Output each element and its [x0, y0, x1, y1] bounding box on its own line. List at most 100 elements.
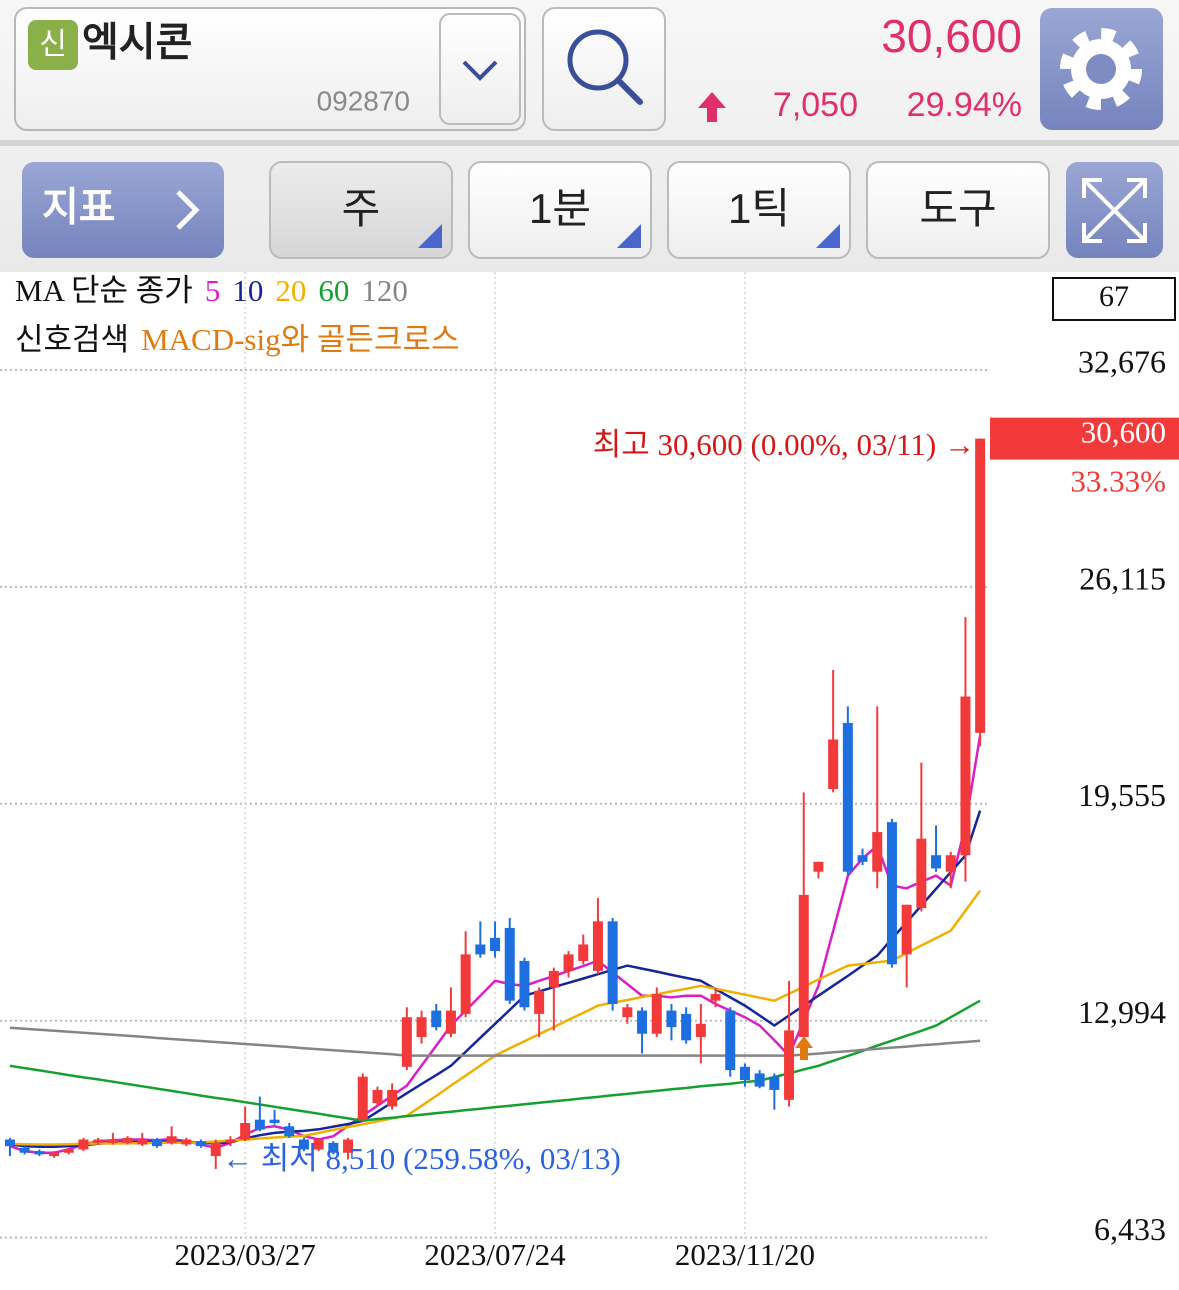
candle-body — [548, 970, 559, 988]
toolbar-button-label: 1틱 — [728, 185, 790, 232]
candle-body — [592, 921, 603, 971]
candle-body — [284, 1126, 295, 1137]
candle-body — [886, 822, 897, 965]
candle-body — [78, 1139, 89, 1150]
ma-line — [9, 999, 981, 1122]
stock-box[interactable] — [14, 7, 526, 131]
candle-body — [4, 1139, 15, 1147]
candle-body — [916, 838, 927, 909]
dropdown-triangle — [617, 224, 641, 248]
candle-body — [357, 1076, 368, 1120]
y-tick-label: 32,676 — [1078, 343, 1166, 379]
signal-legend: 신호검색 MACD-sig와 골든크로스 — [15, 322, 459, 357]
candle-body — [210, 1142, 221, 1157]
legend-entry: 10 — [232, 273, 263, 308]
candle-body — [960, 696, 971, 856]
candle-body — [343, 1139, 354, 1153]
candle-body — [225, 1139, 236, 1143]
toolbar-button[interactable] — [269, 161, 453, 259]
candle-body — [622, 1007, 633, 1018]
ma-label: MA 단순 종가 — [15, 273, 193, 308]
candle-body — [181, 1139, 192, 1145]
candle-body — [681, 1013, 692, 1041]
change-rate: 29.94% — [907, 86, 1022, 124]
candle-body — [269, 1119, 280, 1123]
low-annotation: ← 최저 8,510 (259.58%, 03/13) — [222, 1141, 621, 1176]
candle-body — [813, 861, 824, 872]
candle-body — [710, 994, 721, 1001]
candle-body — [607, 921, 618, 1004]
candle-body — [416, 1017, 427, 1038]
plot: 32,676 26,115 19,555 12,994 6,433 2023/03/27 2… — [0, 272, 1166, 1272]
candle-body — [445, 1010, 456, 1034]
last-price-label: 30,600 — [1081, 415, 1166, 450]
toolbar-button[interactable] — [667, 161, 851, 259]
signal-arrow — [795, 1036, 813, 1060]
toolbar-button[interactable] — [468, 161, 652, 259]
dropdown-triangle — [418, 224, 442, 248]
chevron-icon — [462, 60, 498, 81]
y-tick-label: 12,994 — [1078, 994, 1166, 1030]
ma-legend: MA 단순 종가 5 10 20 60 120 — [15, 273, 408, 308]
candle-body — [872, 832, 883, 872]
toolbar-button[interactable] — [866, 161, 1050, 259]
candle-body — [901, 904, 912, 955]
expand-icon — [1082, 178, 1147, 243]
x-tick-label: 2023/03/27 — [175, 1237, 316, 1272]
up-arrow-icon — [698, 92, 726, 122]
candle-body — [298, 1139, 309, 1150]
legend-entry: 120 — [361, 273, 408, 308]
badge — [28, 20, 78, 70]
y-tick-label: 26,115 — [1079, 560, 1166, 596]
candle-body — [313, 1139, 324, 1150]
stock-code: 092870 — [317, 85, 410, 116]
candle-body — [828, 739, 839, 790]
candle-body — [519, 960, 530, 1008]
legend-entry: 20 — [275, 273, 306, 308]
candle-body — [63, 1149, 74, 1153]
candle-body — [739, 1066, 750, 1081]
candle-body — [798, 894, 809, 1038]
toolbar-button-label: 주 — [342, 185, 381, 232]
candle-body — [945, 855, 956, 872]
separator — [0, 140, 1179, 146]
candle-body — [769, 1076, 780, 1090]
count-box[interactable] — [1052, 277, 1176, 321]
search-button[interactable] — [542, 7, 666, 131]
x-tick-label: 2023/07/24 — [424, 1237, 566, 1272]
candle-body — [122, 1137, 133, 1143]
candle-body — [166, 1136, 177, 1143]
last-price-marker — [990, 417, 1179, 460]
visible-count: 67 — [1099, 280, 1129, 313]
ma-line — [9, 1026, 981, 1057]
high-annotation: 최고 30,600 (0.00%, 03/11) → — [593, 427, 975, 462]
dropdown-button[interactable] — [439, 13, 521, 125]
toolbar-button-label: 1분 — [529, 185, 591, 232]
candle-body — [254, 1119, 265, 1130]
candle-body — [328, 1142, 339, 1153]
candle-body — [578, 944, 589, 961]
candle-body — [490, 937, 501, 952]
candle-body — [534, 990, 545, 1014]
indicator-label: 지표 — [42, 186, 116, 230]
candle-body — [637, 1010, 648, 1034]
candle-body — [151, 1139, 162, 1147]
indicator-chevron — [176, 190, 200, 230]
legend-entry: 5 — [205, 273, 221, 308]
indicator-button[interactable] — [22, 162, 224, 258]
candle-body — [666, 1010, 677, 1028]
candle-body — [34, 1151, 45, 1155]
candle-body — [401, 1017, 412, 1067]
last-change-label: 33.33% — [1070, 464, 1166, 499]
candle-body — [651, 994, 662, 1034]
candle-body — [695, 1023, 706, 1038]
search-icon — [567, 29, 629, 91]
signal-name: MACD-sig와 골든크로스 — [141, 322, 459, 357]
candle-body — [975, 438, 986, 733]
dropdown-triangle — [816, 224, 840, 248]
candle-body — [93, 1139, 104, 1143]
toolbar-buttons: 주 1분 1틱 도구 — [269, 161, 1050, 259]
candle-body — [725, 1010, 736, 1071]
candle-body — [19, 1147, 30, 1153]
candle-body — [754, 1073, 765, 1087]
